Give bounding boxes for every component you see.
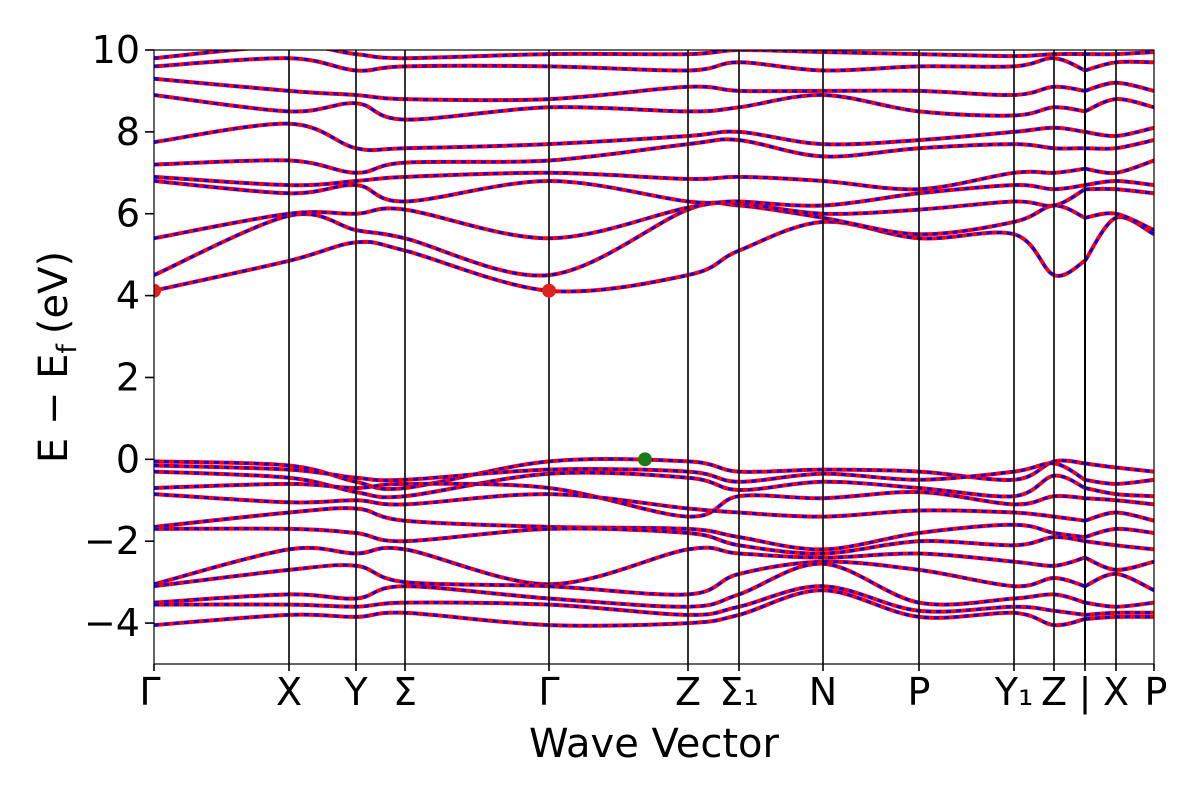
kpoint-lines-layer	[288, 50, 1117, 664]
x-tick-label: Y	[343, 670, 368, 714]
plot-background	[154, 50, 1154, 664]
cbm-marker-2	[542, 283, 556, 298]
extrema-markers-layer	[154, 283, 652, 467]
y-ticks-layer: −4 −2 0 2 4 6 8 10	[84, 28, 154, 645]
y-axis-label-sub: f	[52, 343, 83, 354]
x-tick-label: Z	[675, 670, 701, 714]
y-tick-label: 8	[116, 110, 140, 154]
vbm-marker-1	[638, 452, 652, 467]
y-tick-label: −2	[84, 519, 140, 563]
x-tick-label: X	[1103, 670, 1129, 714]
x-tick-label: X	[276, 670, 302, 714]
x-tick-label: Y₁	[994, 670, 1033, 714]
x-ticks-layer: Γ X Y Σ Γ Z Σ₁ N P Y₁ Z | X P	[139, 664, 1167, 715]
y-tick-label: 6	[116, 192, 140, 236]
x-tick-label: Σ	[393, 670, 417, 714]
y-axis-label-main: E − E	[31, 354, 77, 464]
x-tick-label: Z	[1041, 670, 1067, 714]
x-tick-label: |	[1079, 670, 1092, 715]
y-tick-label: 4	[116, 274, 140, 318]
cbm-marker-1	[154, 283, 161, 298]
x-axis-label: Wave Vector	[529, 721, 780, 767]
plot-frame	[153, 49, 1155, 665]
x-tick-label: Γ	[139, 670, 160, 714]
x-tick-label: Γ	[538, 670, 559, 714]
y-tick-label: 2	[116, 355, 140, 399]
y-tick-label: 0	[116, 437, 140, 481]
y-tick-label: 10	[92, 28, 140, 72]
y-axis-label: E − Ef (eV)	[31, 251, 83, 463]
y-axis-label-unit: (eV)	[31, 251, 77, 334]
x-tick-label: P	[908, 670, 931, 714]
y-tick-label: −4	[84, 601, 140, 645]
x-tick-label: P	[1145, 670, 1168, 714]
x-tick-label: N	[809, 670, 837, 714]
x-tick-label: Σ₁	[719, 670, 758, 714]
